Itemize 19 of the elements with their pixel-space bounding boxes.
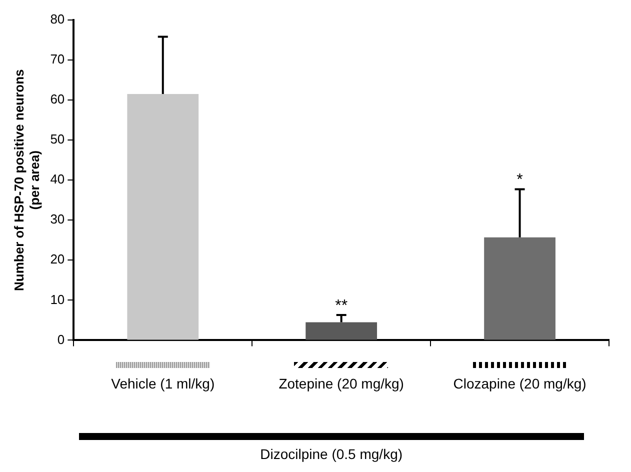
y-tick-label: 70 <box>50 52 65 67</box>
x-tick-label: Vehicle (1 ml/kg) <box>111 375 215 392</box>
x-tick-label: Zotepine (20 mg/kg) <box>278 375 404 392</box>
x-tick-label: Clozapine (20 mg/kg) <box>453 375 586 392</box>
y-tick-label: 40 <box>50 172 65 187</box>
bar <box>306 322 378 340</box>
bar <box>484 237 556 340</box>
y-tick-label: 10 <box>50 292 65 307</box>
y-tick-label: 0 <box>57 332 65 347</box>
y-tick-label: 60 <box>50 92 65 107</box>
data-label: * <box>516 172 523 189</box>
bar <box>127 94 199 340</box>
y-tick-label: 50 <box>50 132 65 147</box>
y-tick-label: 20 <box>50 252 65 267</box>
data-label: ** <box>335 297 348 314</box>
text: Dizocilpine (0.5 mg/kg) <box>259 446 404 462</box>
y-axis-title: Number of HSP-70 positive neurons (per area) <box>11 69 42 291</box>
y-tick-label: 80 <box>50 12 65 27</box>
y-tick-label: 30 <box>50 212 65 227</box>
